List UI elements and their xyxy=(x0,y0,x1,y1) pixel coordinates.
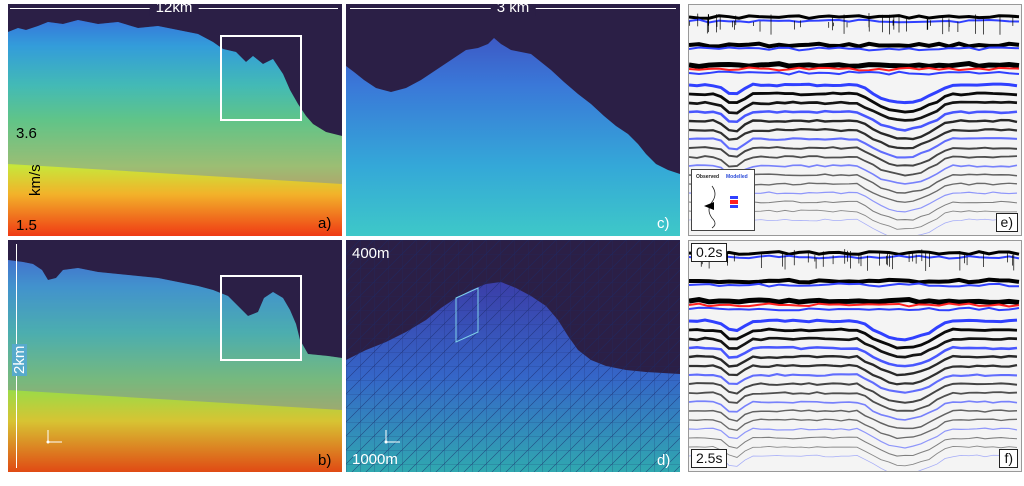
panel-tag-c: c) xyxy=(657,215,670,232)
time-bottom-label: 2.5s xyxy=(691,449,728,468)
scale-label-12km: 12km xyxy=(149,4,199,16)
panel-c-image xyxy=(346,4,680,236)
panel-a-velocity-model: 12km 3.6 km/s 1.5 a) xyxy=(8,4,342,236)
velocity-max-label: 3.6 xyxy=(16,125,37,142)
velocity-unit-label: km/s xyxy=(27,164,44,196)
panel-tag-e: e) xyxy=(995,213,1018,232)
panel-b-velocity-model: 2km b) xyxy=(8,240,342,472)
panel-tag-d: d) xyxy=(657,452,671,469)
panel-a-image xyxy=(8,4,342,236)
panel-tag-a: a) xyxy=(318,215,332,232)
panel-f-image xyxy=(689,241,1021,471)
depth-bottom-label: 1000m xyxy=(352,451,398,468)
mesh-highlight-cell xyxy=(455,287,479,343)
depth-label-2km: 2km xyxy=(11,343,28,376)
panel-d-image xyxy=(346,240,680,472)
axis-triad-d xyxy=(384,430,400,444)
legend-observed: Observed xyxy=(696,174,720,180)
legend-inset: Observed Modelled xyxy=(691,169,755,231)
panel-b-image xyxy=(8,240,342,472)
legend-wavelet xyxy=(704,185,738,229)
panel-e-seismic-observed: Observed Modelled e) xyxy=(688,4,1022,236)
scale-bar-12km: 12km xyxy=(10,4,338,16)
time-top-label: 0.2s xyxy=(691,243,728,262)
panel-c-zoom-velocity: 3 km c) xyxy=(346,4,680,236)
zoom-box-a xyxy=(220,35,302,121)
velocity-min-label: 1.5 xyxy=(16,217,37,234)
panel-tag-f: f) xyxy=(999,449,1018,468)
legend-modelled: Modelled xyxy=(726,174,748,180)
scale-bar-3km: 3 km xyxy=(350,4,676,16)
axis-triad-b xyxy=(46,430,62,444)
zoom-box-b xyxy=(220,275,302,361)
panel-d-mesh: 400m 1000m d) xyxy=(346,240,680,472)
depth-top-label: 400m xyxy=(352,245,390,262)
panel-tag-b: b) xyxy=(318,452,332,469)
scale-label-3km: 3 km xyxy=(490,4,536,16)
panel-f-seismic-modelled: 0.2s 2.5s f) xyxy=(688,240,1022,472)
